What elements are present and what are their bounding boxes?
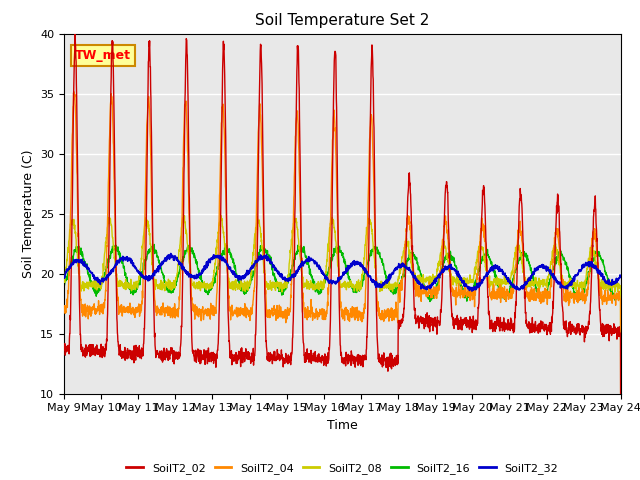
SoilT2_04 bbox=[568, 293, 575, 299]
SoilT2_32 bbox=[617, 273, 625, 279]
SoilT2_16 bbox=[359, 280, 367, 286]
SoilT2_04 bbox=[60, 310, 68, 316]
SoilT2_02 bbox=[371, 197, 379, 203]
SoilT2_08 bbox=[217, 213, 225, 218]
SoilT2_08 bbox=[60, 279, 68, 285]
SoilT2_02 bbox=[568, 326, 575, 332]
Line: SoilT2_16: SoilT2_16 bbox=[64, 244, 621, 301]
SoilT2_16 bbox=[538, 299, 545, 304]
SoilT2_02 bbox=[71, 30, 79, 36]
SoilT2_32 bbox=[359, 265, 367, 271]
SoilT2_02 bbox=[60, 342, 68, 348]
SoilT2_04 bbox=[584, 293, 591, 299]
SoilT2_16 bbox=[568, 280, 576, 286]
SoilT2_08 bbox=[568, 282, 575, 288]
SoilT2_02 bbox=[584, 328, 591, 334]
SoilT2_04 bbox=[359, 310, 367, 316]
SoilT2_32 bbox=[584, 262, 591, 267]
Line: SoilT2_02: SoilT2_02 bbox=[64, 33, 621, 480]
SoilT2_08 bbox=[504, 281, 512, 287]
SoilT2_16 bbox=[504, 291, 512, 297]
Line: SoilT2_32: SoilT2_32 bbox=[64, 253, 621, 291]
SoilT2_08 bbox=[584, 265, 591, 271]
Y-axis label: Soil Temperature (C): Soil Temperature (C) bbox=[22, 149, 35, 278]
SoilT2_16 bbox=[216, 257, 223, 263]
X-axis label: Time: Time bbox=[327, 419, 358, 432]
SoilT2_08 bbox=[359, 272, 367, 277]
SoilT2_04 bbox=[371, 226, 379, 231]
SoilT2_32 bbox=[60, 274, 68, 280]
SoilT2_02 bbox=[216, 288, 223, 294]
SoilT2_08 bbox=[371, 261, 379, 267]
SoilT2_16 bbox=[371, 244, 379, 250]
SoilT2_02 bbox=[504, 326, 512, 332]
SoilT2_04 bbox=[70, 89, 78, 95]
SoilT2_32 bbox=[216, 256, 223, 262]
SoilT2_16 bbox=[150, 241, 158, 247]
Line: SoilT2_04: SoilT2_04 bbox=[64, 92, 621, 480]
SoilT2_32 bbox=[371, 281, 379, 287]
Line: SoilT2_08: SoilT2_08 bbox=[64, 216, 621, 480]
SoilT2_04 bbox=[504, 292, 512, 298]
SoilT2_16 bbox=[60, 283, 68, 289]
Title: Soil Temperature Set 2: Soil Temperature Set 2 bbox=[255, 13, 429, 28]
Text: TW_met: TW_met bbox=[75, 49, 131, 62]
SoilT2_16 bbox=[617, 288, 625, 293]
SoilT2_16 bbox=[584, 277, 591, 283]
SoilT2_08 bbox=[216, 221, 223, 227]
SoilT2_32 bbox=[167, 251, 175, 256]
SoilT2_32 bbox=[468, 288, 476, 294]
Legend: SoilT2_02, SoilT2_04, SoilT2_08, SoilT2_16, SoilT2_32: SoilT2_02, SoilT2_04, SoilT2_08, SoilT2_… bbox=[122, 458, 563, 478]
SoilT2_04 bbox=[216, 192, 223, 198]
SoilT2_02 bbox=[359, 352, 367, 358]
SoilT2_32 bbox=[568, 278, 576, 284]
SoilT2_32 bbox=[505, 277, 513, 283]
